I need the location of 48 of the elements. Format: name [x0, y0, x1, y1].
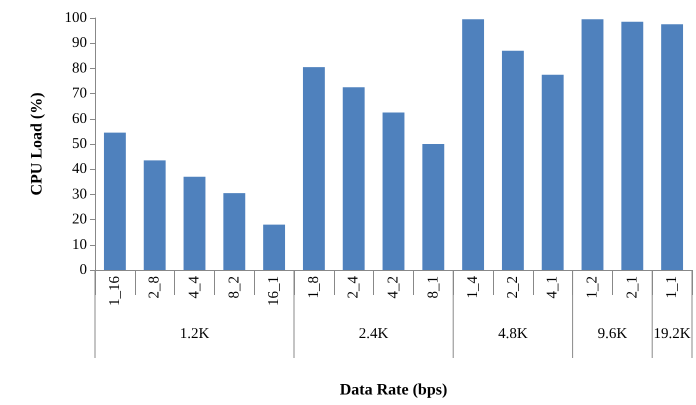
bar [263, 224, 286, 270]
text: 1.2K [180, 326, 210, 342]
bar [184, 176, 206, 270]
bar [422, 144, 444, 270]
text: 9.6K [598, 326, 628, 342]
x-tick-label: 1_16 [106, 276, 123, 306]
bar [302, 67, 325, 270]
y-tick-label: 90 [72, 35, 87, 52]
x-tick-label: 8_1 [425, 276, 442, 298]
x-tick-label: 4_1 [544, 276, 561, 298]
bar [223, 193, 246, 270]
x-tick-label: 8_2 [226, 276, 242, 298]
x-tick-label: 2_8 [146, 276, 163, 298]
bar [661, 24, 684, 270]
y-axis-title: CPU Load (%) [28, 92, 46, 196]
bar [582, 19, 604, 270]
bar [144, 160, 166, 270]
y-tick-label: 50 [72, 136, 87, 152]
y-tick-label: 0 [80, 262, 87, 278]
y-tick-label: 30 [72, 186, 87, 202]
text: 19.2K [654, 326, 691, 342]
text: 4.8K [498, 326, 528, 342]
x-tick-label: 1_8 [306, 276, 322, 298]
x-tick-label: 4_4 [186, 276, 202, 298]
y-tick-label: 60 [72, 110, 87, 127]
bar [342, 87, 365, 270]
bar [621, 22, 644, 270]
bar [382, 112, 404, 270]
x-tick-label: 2_1 [624, 276, 640, 298]
y-tick-label: 20 [72, 212, 87, 228]
x-tick-label: 2_2 [504, 276, 521, 298]
y-tick-label: 100 [64, 10, 87, 26]
text: 2.4K [358, 326, 389, 342]
bar [462, 19, 484, 270]
bar [104, 132, 126, 270]
y-tick-label: 80 [72, 60, 87, 76]
x-tick-label: 1_1 [664, 276, 680, 298]
x-tick-label: 1_2 [584, 276, 600, 298]
y-tick-label: 10 [72, 236, 87, 253]
bar [542, 74, 564, 270]
y-tick-label: 40 [72, 161, 87, 178]
x-tick-label: 1_4 [465, 276, 482, 298]
bar [502, 50, 524, 270]
x-tick-label: 4_2 [386, 276, 402, 298]
y-tick-label: 70 [72, 86, 87, 102]
x-axis-title: Data Rate (bps) [340, 382, 448, 398]
x-tick-label: 16_1 [266, 276, 282, 306]
x-tick-label: 2_4 [346, 276, 362, 298]
